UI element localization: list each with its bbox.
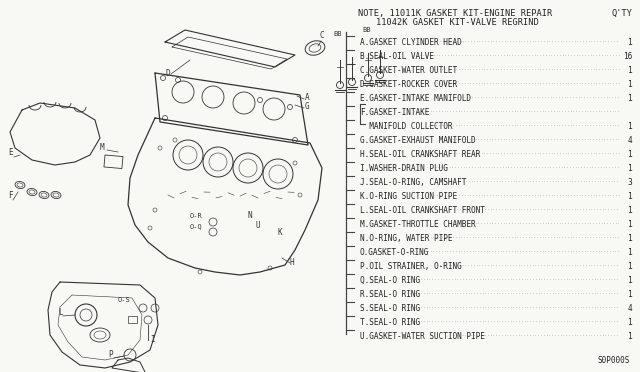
Text: U: U — [256, 221, 260, 230]
Text: D: D — [166, 69, 171, 78]
Text: 1: 1 — [627, 150, 632, 159]
Text: D.GASKET-ROCKER COVER: D.GASKET-ROCKER COVER — [360, 80, 457, 89]
Text: 1: 1 — [627, 122, 632, 131]
Text: A: A — [305, 93, 310, 102]
Text: L: L — [58, 308, 63, 317]
Text: A.GASKET CLYINDER HEAD: A.GASKET CLYINDER HEAD — [360, 38, 461, 47]
Text: 1: 1 — [627, 38, 632, 47]
Text: MANIFOLD COLLECTOR: MANIFOLD COLLECTOR — [360, 122, 452, 131]
Text: 1: 1 — [627, 276, 632, 285]
Text: J.SEAL-O-RING, CAMSHAFT: J.SEAL-O-RING, CAMSHAFT — [360, 178, 467, 187]
Text: N.O-RING, WATER PIPE: N.O-RING, WATER PIPE — [360, 234, 452, 243]
Text: E.GASKET-INTAKE MANIFOLD: E.GASKET-INTAKE MANIFOLD — [360, 94, 471, 103]
Text: K.O-RING SUCTION PIPE: K.O-RING SUCTION PIPE — [360, 192, 457, 201]
Text: 1: 1 — [627, 192, 632, 201]
Text: F.GASKET-INTAKE: F.GASKET-INTAKE — [360, 108, 429, 117]
Text: G: G — [305, 102, 310, 111]
Text: S0P000S: S0P000S — [598, 356, 630, 365]
Text: M.GASKET-THROTTLE CHAMBER: M.GASKET-THROTTLE CHAMBER — [360, 220, 476, 229]
Text: 1: 1 — [627, 332, 632, 341]
Text: K: K — [277, 228, 282, 237]
Text: 1: 1 — [627, 66, 632, 75]
Text: E: E — [8, 148, 13, 157]
Text: F: F — [8, 191, 13, 200]
Text: B.SEAL-OIL VALVE: B.SEAL-OIL VALVE — [360, 52, 434, 61]
Text: NOTE, 11011K GASKET KIT-ENGINE REPAIR: NOTE, 11011K GASKET KIT-ENGINE REPAIR — [358, 9, 552, 18]
Text: G.GASKET-EXHAUST MANIFOLD: G.GASKET-EXHAUST MANIFOLD — [360, 136, 476, 145]
Text: Q'TY: Q'TY — [611, 9, 632, 18]
Text: U.GASKET-WATER SUCTION PIPE: U.GASKET-WATER SUCTION PIPE — [360, 332, 485, 341]
Text: BB: BB — [362, 27, 371, 33]
Text: L.SEAL-OIL CRANKSHAFT FRONT: L.SEAL-OIL CRANKSHAFT FRONT — [360, 206, 485, 215]
Text: C: C — [320, 31, 324, 40]
Text: BB: BB — [333, 31, 342, 37]
Text: 4: 4 — [627, 136, 632, 145]
Text: 1: 1 — [627, 206, 632, 215]
Text: 1: 1 — [627, 164, 632, 173]
Text: I: I — [150, 335, 155, 344]
Text: T.SEAL-O RING: T.SEAL-O RING — [360, 318, 420, 327]
Text: O-S: O-S — [118, 297, 131, 303]
Text: M: M — [100, 143, 104, 152]
Text: 1: 1 — [627, 234, 632, 243]
Text: I.WASHER-DRAIN PLUG: I.WASHER-DRAIN PLUG — [360, 164, 448, 173]
Text: O-Q: O-Q — [190, 223, 203, 229]
Text: N: N — [247, 211, 252, 220]
Text: S.SEAL-O RING: S.SEAL-O RING — [360, 304, 420, 313]
Text: 4: 4 — [627, 304, 632, 313]
Text: O.GASKET-O-RING: O.GASKET-O-RING — [360, 248, 429, 257]
Text: 1: 1 — [627, 94, 632, 103]
Text: 1: 1 — [627, 220, 632, 229]
Text: O-R: O-R — [190, 213, 203, 219]
Text: 16: 16 — [623, 52, 632, 61]
Text: 1: 1 — [627, 248, 632, 257]
Text: Q.SEAL-O RING: Q.SEAL-O RING — [360, 276, 420, 285]
Text: H.SEAL-OIL CRANKSHAFT REAR: H.SEAL-OIL CRANKSHAFT REAR — [360, 150, 480, 159]
Text: 3: 3 — [627, 178, 632, 187]
Text: 11042K GASKET KIT-VALVE REGRIND: 11042K GASKET KIT-VALVE REGRIND — [376, 18, 539, 27]
Text: P.OIL STRAINER, O-RING: P.OIL STRAINER, O-RING — [360, 262, 461, 271]
Text: P: P — [108, 350, 113, 359]
Text: 1: 1 — [627, 318, 632, 327]
Text: 1: 1 — [627, 290, 632, 299]
Text: R.SEAL-O RING: R.SEAL-O RING — [360, 290, 420, 299]
Text: 1: 1 — [627, 262, 632, 271]
Text: 1: 1 — [627, 80, 632, 89]
Bar — [128, 316, 137, 323]
Bar — [104, 155, 123, 169]
Text: H: H — [290, 258, 294, 267]
Text: C.GASKET-WATER OUTLET: C.GASKET-WATER OUTLET — [360, 66, 457, 75]
